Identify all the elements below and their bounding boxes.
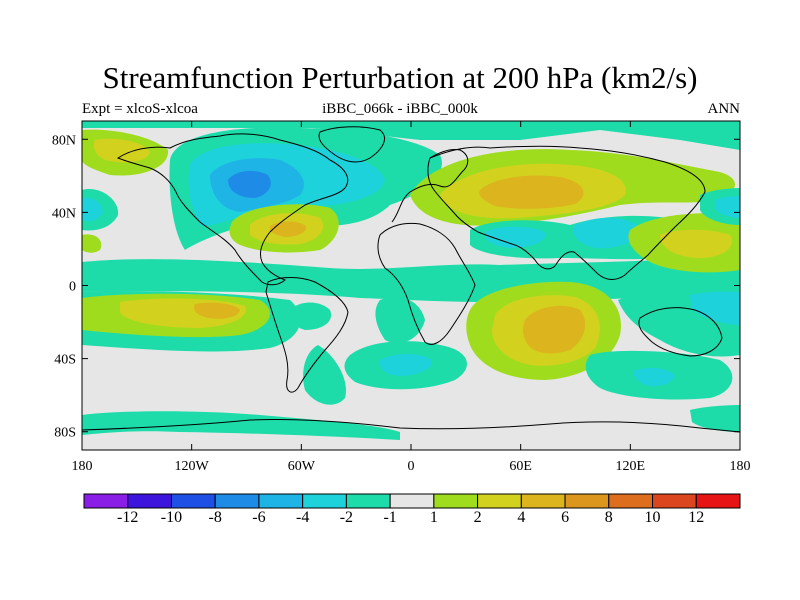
coast-asia: [427, 145, 706, 280]
lon-tick-label-0: 180: [72, 459, 93, 474]
colorbar-label-13: 12: [688, 509, 705, 526]
colorbar-swatch-10: [520, 493, 566, 509]
neg-band-antarctic: [82, 411, 400, 440]
neg-core-east-asia: [573, 217, 641, 249]
colorbar-swatch-7: [389, 493, 435, 509]
colorbar-label-4: -4: [295, 509, 310, 526]
neg-region-south-atlantic: [375, 296, 425, 344]
map-axes: 180 120W 60W 0 60E 120E 180 80N 40N 0 40S 80S: [52, 121, 751, 474]
pos-peak-indian-ocean: [523, 305, 586, 354]
colorbar-swatch-8: [433, 493, 479, 509]
lon-tick-label-3: 0: [408, 459, 415, 474]
lon-tick-label-6: 180: [730, 459, 751, 474]
map-title: Streamfunction Perturbation at 200 hPa (…: [102, 60, 698, 95]
lat-tick-label-3: 40S: [54, 353, 76, 368]
colorbar-swatch-14: [695, 493, 741, 509]
colorbar-swatch-2: [170, 493, 216, 509]
lat-tick-label-0: 80N: [52, 133, 76, 148]
pos-peak-atlantic: [269, 221, 307, 237]
lon-tick-label-1: 120W: [175, 459, 210, 474]
colorbar-label-8: 2: [473, 509, 482, 526]
neg-band-north: [82, 121, 740, 150]
difference-label: iBBC_066k - iBBC_000k: [322, 101, 478, 117]
colorbar-label-11: 8: [604, 509, 613, 526]
neg-region-antarctic-east: [690, 405, 740, 432]
neg-core-southern-ocean: [634, 368, 675, 387]
colorbar-label-5: -2: [339, 509, 354, 526]
colorbar-swatch-6: [345, 493, 391, 509]
colorbar-label-7: 1: [429, 509, 438, 526]
colorbar-swatch-1: [127, 493, 172, 509]
coast-australia: [638, 307, 723, 357]
colorbar-label-2: -8: [208, 509, 222, 526]
neg-region-south-atlantic-west: [289, 302, 332, 330]
neg-core-pacific-northwest: [82, 197, 103, 222]
lon-tick-label-2: 60W: [288, 459, 316, 474]
colorbar-label-9: 4: [517, 509, 526, 526]
neg-core-australia: [690, 291, 740, 325]
colorbar-swatch-9: [477, 493, 522, 509]
colorbar-label-3: -6: [252, 509, 266, 526]
lat-tick-label-2: 0: [69, 280, 76, 295]
coast-antarctica: [82, 418, 740, 433]
colorbar-label-0: -12: [117, 509, 139, 526]
neg-max-north-america: [228, 170, 271, 198]
neg-core-pacific-east: [715, 196, 740, 218]
pos-peak-south-pacific: [194, 302, 240, 319]
lat-tick-label-4: 80S: [54, 426, 76, 441]
pos-core-pacific-north: [660, 229, 732, 258]
neg-core-central-asia: [484, 226, 546, 248]
pos-peak-eurasia: [479, 175, 584, 209]
colorbar-label-10: 6: [561, 509, 570, 526]
colorbar-swatch-5: [302, 493, 347, 509]
colorbar: [83, 493, 741, 509]
colorbar-label-6: -1: [383, 509, 397, 526]
lon-tick-label-4: 60E: [509, 459, 532, 474]
neg-region-south-america: [303, 345, 346, 405]
season-label: ANN: [707, 101, 741, 117]
lon-tick-label-5: 120E: [616, 459, 646, 474]
colorbar-swatch-13: [652, 493, 697, 509]
coastlines: [82, 126, 740, 433]
colorbar-label-12: 10: [644, 509, 661, 526]
coast-south-america: [265, 277, 349, 393]
colorbar-swatch-12: [608, 493, 654, 509]
pos-core-pacific-west-north: [93, 138, 150, 163]
lat-tick-label-1: 40N: [52, 206, 76, 221]
colorbar-swatch-3: [214, 493, 260, 509]
colorbar-swatch-4: [258, 493, 304, 509]
neg-core-south-atlantic-mid: [379, 354, 433, 376]
colorbar-swatch-0: [83, 493, 129, 509]
coast-greenland: [318, 126, 385, 163]
colorbar-label-1: -10: [160, 509, 183, 526]
colorbar-swatch-11: [564, 493, 610, 509]
pos-region-pacific-west-equator: [82, 234, 102, 253]
coast-north-america: [116, 133, 349, 286]
experiment-label: Expt = xlcoS-xlcoa: [82, 101, 198, 117]
